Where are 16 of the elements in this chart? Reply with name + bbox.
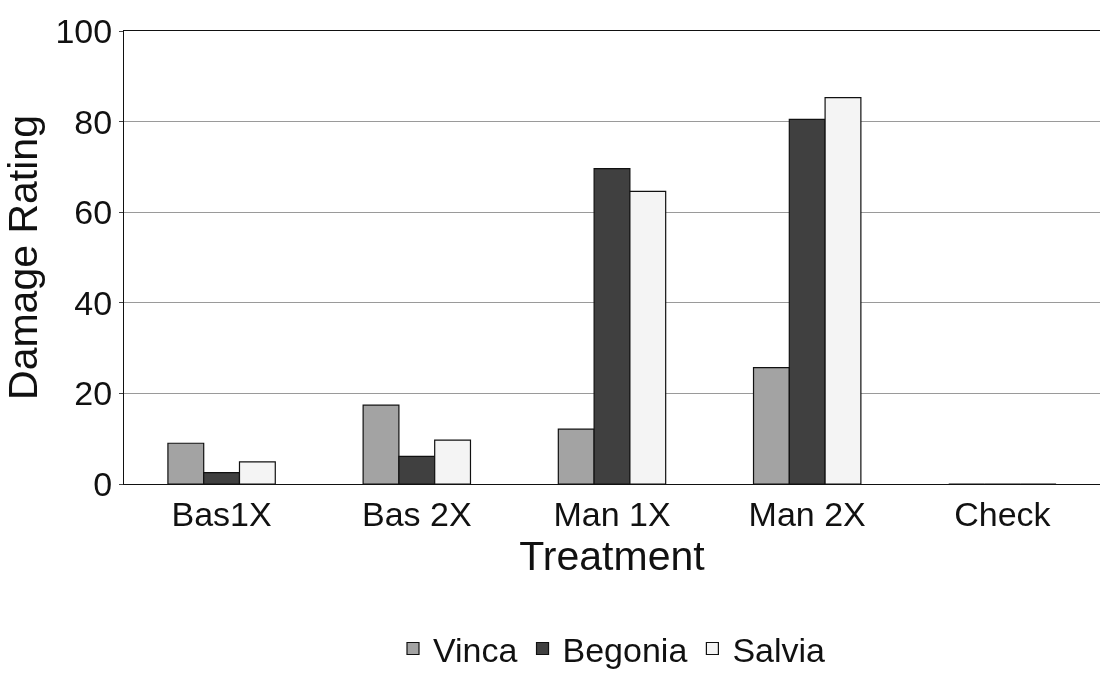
legend-label: Salvia [732,630,826,669]
x-tick-label: Man 2X [748,494,866,533]
legend-label: Vinca [433,630,518,669]
x-tick-label: Bas1X [171,494,272,533]
x-tick-label: Bas 2X [361,494,472,533]
x-axis-title: Treatment [519,532,706,579]
x-tick-label: Man 1X [553,494,671,533]
y-tick-label: 40 [74,283,113,322]
legend-label: Begonia [562,630,688,669]
y-tick-label: 100 [55,11,113,50]
x-tick-label: Check [954,494,1052,533]
y-tick-label: 60 [74,193,113,232]
y-tick-label: 0 [93,464,113,503]
y-tick-label: 20 [74,374,113,413]
y-axis-title: Damage Rating [0,115,46,400]
y-tick-label: 80 [74,102,113,141]
